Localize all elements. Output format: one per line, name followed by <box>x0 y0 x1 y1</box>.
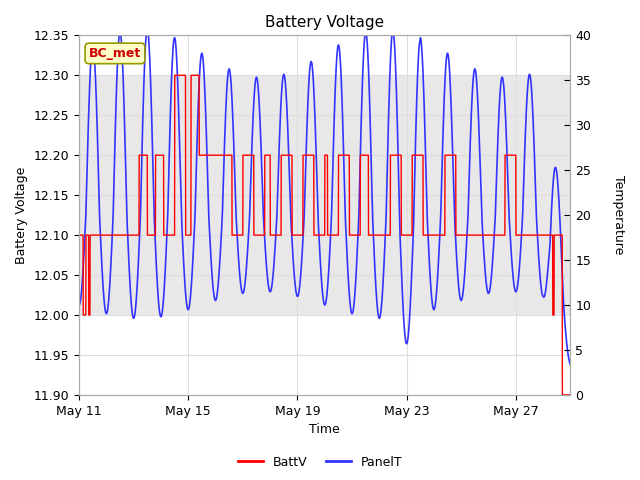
X-axis label: Time: Time <box>309 423 340 436</box>
Text: BC_met: BC_met <box>89 47 141 60</box>
Y-axis label: Battery Voltage: Battery Voltage <box>15 167 28 264</box>
Bar <box>79 75 570 315</box>
Legend: BattV, PanelT: BattV, PanelT <box>232 451 408 474</box>
Y-axis label: Temperature: Temperature <box>612 176 625 255</box>
Title: Battery Voltage: Battery Voltage <box>265 15 384 30</box>
